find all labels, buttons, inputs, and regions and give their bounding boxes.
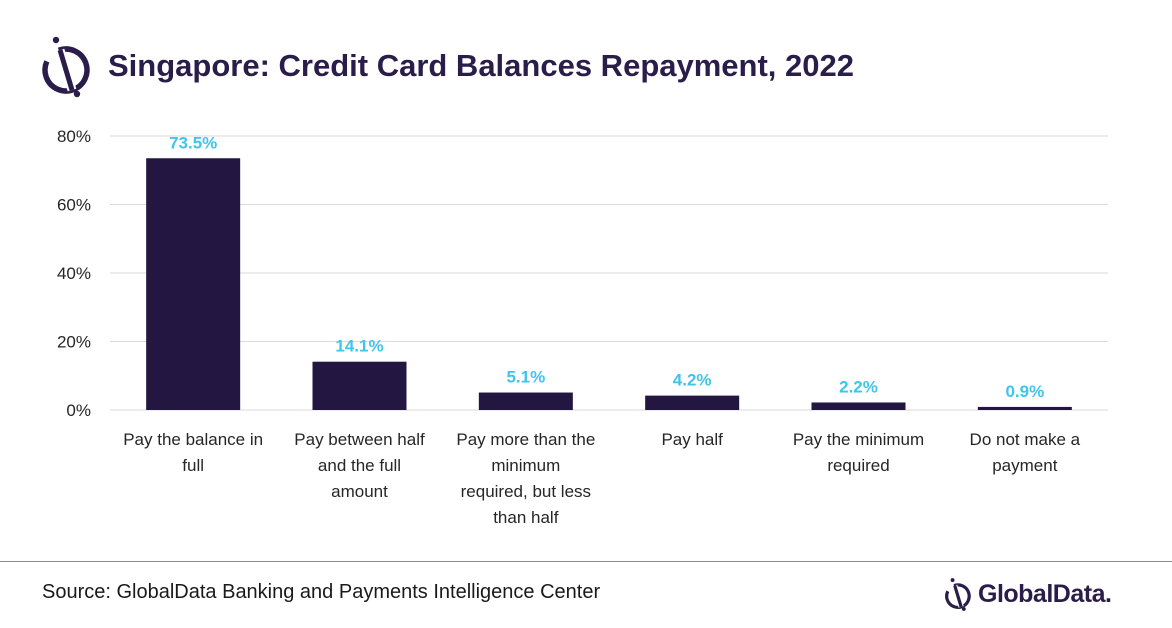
brand-name: GlobalData.: [978, 579, 1112, 608]
bar: [146, 158, 241, 410]
x-tick-label: Pay between half and the full amount: [294, 430, 425, 501]
globaldata-logo-icon: [42, 36, 90, 98]
y-tick-label: 40%: [57, 264, 91, 283]
brand-logo: GlobalData.: [944, 574, 1112, 614]
bar: [312, 361, 407, 410]
gridlines: [110, 135, 1108, 411]
bar: [811, 402, 906, 410]
bar: [977, 406, 1072, 410]
bar-chart: 0% 20% 40% 60% 80% 73.5% 14.1% 5.1% 4.2% 2.2% 0.9…: [57, 127, 1108, 527]
data-label: 2.2%: [839, 377, 878, 396]
page-title: Singapore: Credit Card Balances Repaymen…: [108, 48, 854, 83]
x-tick-label: Pay half: [661, 430, 723, 449]
x-tick-label: Pay the balance in full: [123, 430, 263, 475]
globaldata-brand-icon: [945, 578, 971, 611]
y-tick-label: 0%: [66, 401, 91, 420]
x-axis-tick-labels: Pay the balance in full Pay between half an…: [123, 430, 1080, 527]
data-label: 4.2%: [673, 371, 712, 390]
y-tick-label: 80%: [57, 127, 91, 146]
bar: [478, 392, 573, 410]
x-tick-label: Pay the minimum required: [793, 430, 924, 475]
data-label: 73.5%: [169, 133, 217, 152]
data-label: 14.1%: [335, 337, 383, 356]
y-axis-tick-labels: 0% 20% 40% 60% 80%: [57, 127, 91, 420]
data-label: 0.9%: [1005, 382, 1044, 401]
x-tick-label: Pay more than the minimum required, but le…: [456, 430, 595, 527]
bars: [146, 158, 1072, 410]
y-tick-label: 20%: [57, 333, 91, 352]
data-label: 5.1%: [506, 368, 545, 387]
footer-divider: [0, 561, 1172, 562]
y-tick-label: 60%: [57, 196, 91, 215]
chart-header: Singapore: Credit Card Balances Repaymen…: [40, 34, 854, 98]
x-tick-label: Do not make a payment: [970, 430, 1081, 475]
bar: [645, 395, 740, 410]
source-note: Source: GlobalData Banking and Payments …: [42, 581, 601, 603]
data-labels: 73.5% 14.1% 5.1% 4.2% 2.2% 0.9%: [169, 133, 1044, 401]
